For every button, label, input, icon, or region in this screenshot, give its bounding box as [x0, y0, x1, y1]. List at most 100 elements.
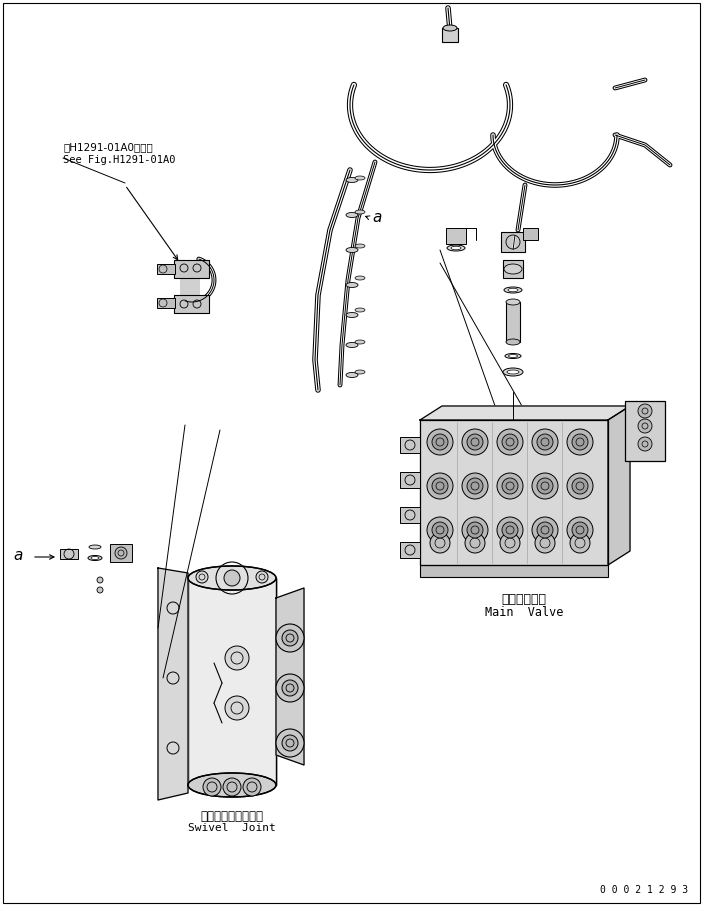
Ellipse shape [451, 246, 461, 249]
Circle shape [567, 517, 593, 543]
Ellipse shape [506, 299, 520, 305]
Circle shape [225, 696, 249, 720]
Circle shape [497, 429, 523, 455]
Ellipse shape [355, 210, 365, 214]
Circle shape [467, 478, 483, 494]
Circle shape [432, 522, 448, 538]
Circle shape [97, 577, 103, 583]
Ellipse shape [346, 343, 358, 347]
Circle shape [497, 517, 523, 543]
Text: スイベルジョイント: スイベルジョイント [200, 810, 264, 823]
Circle shape [532, 517, 558, 543]
Ellipse shape [346, 313, 358, 317]
Polygon shape [420, 406, 630, 420]
Circle shape [203, 778, 221, 796]
Circle shape [196, 571, 208, 583]
Circle shape [572, 434, 588, 450]
Bar [506, 302, 520, 342]
Circle shape [572, 522, 588, 538]
Circle shape [537, 434, 553, 450]
Ellipse shape [355, 244, 365, 248]
Ellipse shape [355, 340, 365, 344]
Bar [60, 549, 78, 559]
Circle shape [427, 473, 453, 499]
Circle shape [427, 429, 453, 455]
Ellipse shape [188, 566, 276, 590]
Polygon shape [158, 568, 188, 800]
Bar [420, 420, 608, 565]
Ellipse shape [504, 287, 522, 293]
Circle shape [638, 404, 652, 418]
Circle shape [638, 419, 652, 433]
Text: 第H1291-01A0図参照: 第H1291-01A0図参照 [63, 142, 153, 152]
Circle shape [224, 570, 240, 586]
Bar [400, 542, 420, 558]
Polygon shape [608, 406, 630, 565]
Ellipse shape [91, 557, 99, 560]
Circle shape [462, 517, 488, 543]
Circle shape [465, 533, 485, 553]
Ellipse shape [355, 370, 365, 374]
Circle shape [430, 533, 450, 553]
Circle shape [276, 624, 304, 652]
Circle shape [276, 674, 304, 702]
Circle shape [502, 522, 518, 538]
Bar [174, 295, 209, 313]
Circle shape [467, 522, 483, 538]
Circle shape [497, 473, 523, 499]
Bar [503, 260, 523, 278]
Bar [420, 565, 608, 577]
Circle shape [467, 434, 483, 450]
Bar [523, 228, 538, 240]
Circle shape [570, 533, 590, 553]
Text: a: a [373, 210, 382, 226]
Circle shape [502, 434, 518, 450]
Text: 0 0 0 2 1 2 9 3: 0 0 0 2 1 2 9 3 [600, 885, 688, 895]
Bar [188, 578, 276, 785]
Bar [501, 232, 525, 252]
Circle shape [256, 571, 268, 583]
Bar [180, 270, 200, 302]
Circle shape [532, 429, 558, 455]
Ellipse shape [89, 545, 101, 549]
Ellipse shape [508, 355, 517, 357]
Circle shape [537, 522, 553, 538]
Circle shape [500, 533, 520, 553]
Ellipse shape [503, 368, 523, 376]
Ellipse shape [355, 308, 365, 312]
Ellipse shape [504, 264, 522, 274]
Circle shape [502, 478, 518, 494]
Circle shape [432, 434, 448, 450]
Bar [400, 507, 420, 523]
Ellipse shape [355, 276, 365, 280]
Text: a: a [13, 548, 22, 562]
Circle shape [223, 778, 241, 796]
Ellipse shape [88, 555, 102, 561]
Ellipse shape [355, 176, 365, 180]
Text: Swivel  Joint: Swivel Joint [188, 823, 276, 833]
Ellipse shape [506, 339, 520, 345]
Circle shape [462, 429, 488, 455]
Ellipse shape [508, 288, 518, 292]
Bar [400, 437, 420, 453]
Circle shape [532, 473, 558, 499]
Ellipse shape [447, 245, 465, 251]
Polygon shape [420, 420, 608, 565]
Bar [174, 260, 209, 278]
Circle shape [97, 587, 103, 593]
Circle shape [567, 473, 593, 499]
Circle shape [276, 729, 304, 757]
Polygon shape [276, 588, 304, 765]
Circle shape [572, 478, 588, 494]
Ellipse shape [346, 212, 358, 218]
Text: Main  Valve: Main Valve [485, 606, 563, 619]
Circle shape [535, 533, 555, 553]
Circle shape [567, 429, 593, 455]
Bar [110, 544, 132, 562]
Circle shape [282, 630, 298, 646]
Ellipse shape [346, 373, 358, 377]
Ellipse shape [346, 178, 358, 182]
Circle shape [432, 478, 448, 494]
Bar [442, 28, 458, 42]
Circle shape [282, 735, 298, 751]
